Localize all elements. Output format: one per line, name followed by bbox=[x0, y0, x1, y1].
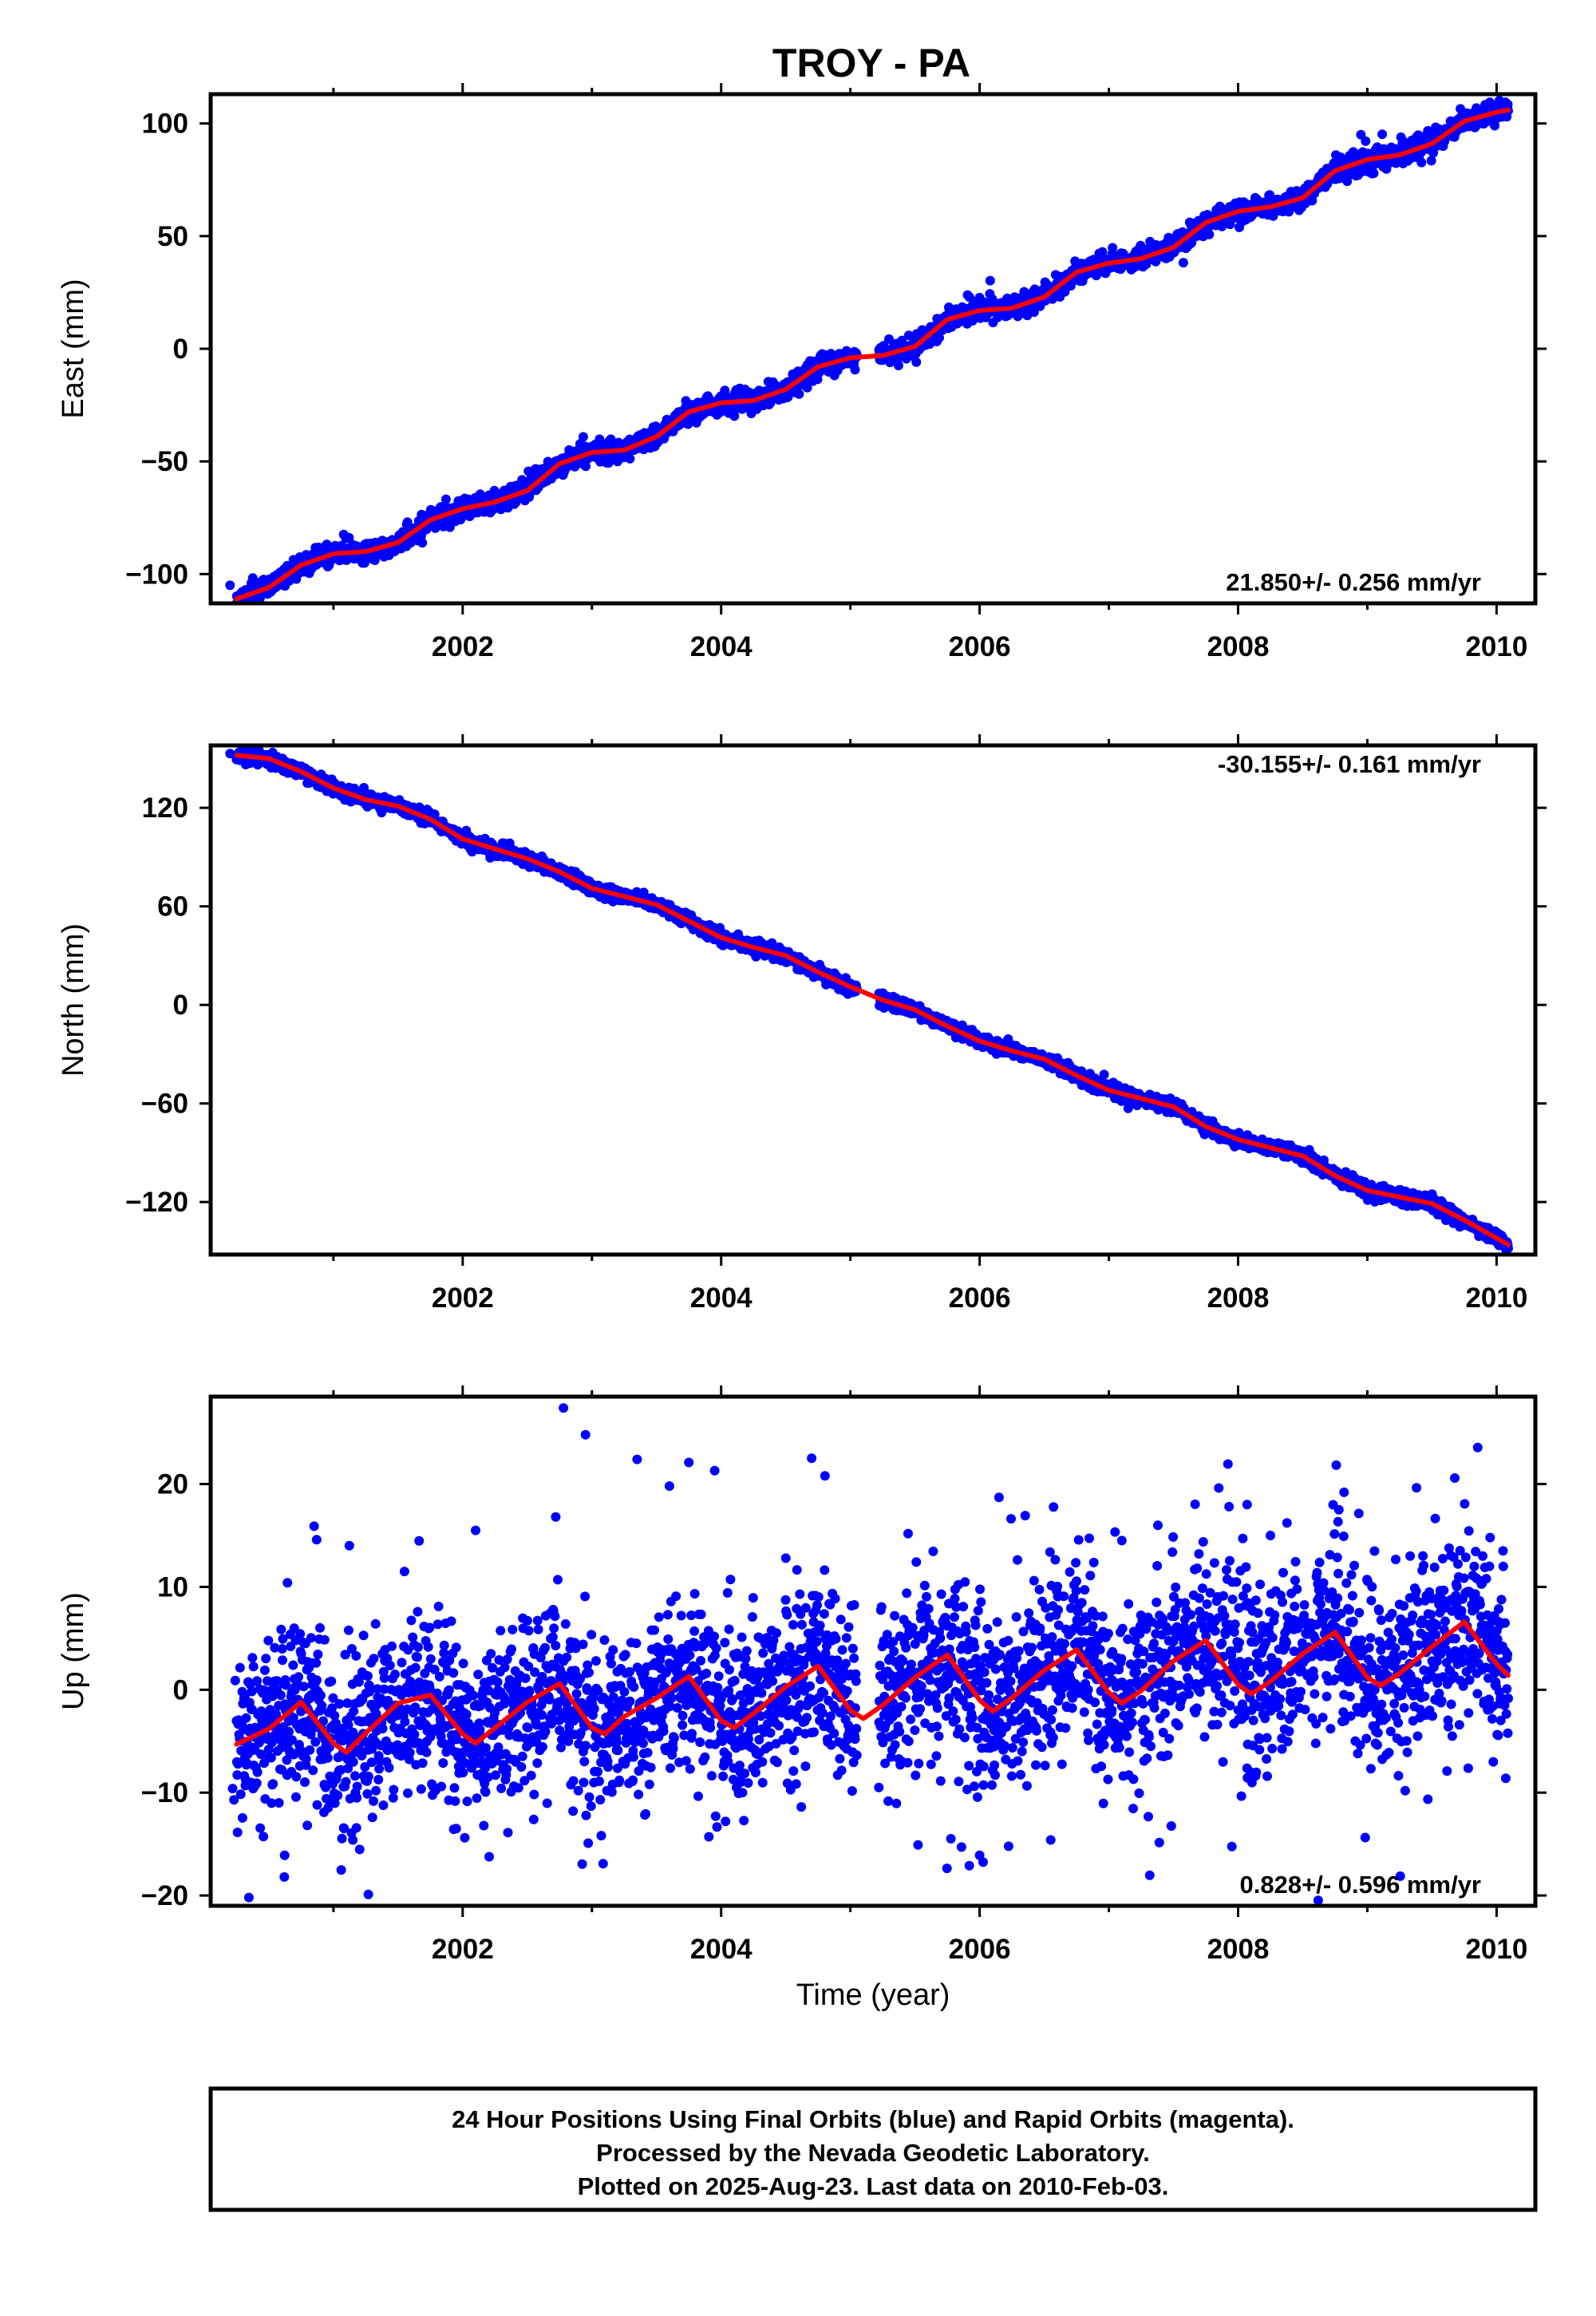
north-daily-points bbox=[225, 745, 1513, 1255]
east-daily-point-1525 bbox=[794, 389, 804, 399]
east-daily-point-1709 bbox=[884, 334, 894, 344]
east-daily-point-1676 bbox=[850, 365, 860, 375]
east-extra-point-0 bbox=[225, 580, 235, 591]
east-daily-point-1348 bbox=[729, 411, 740, 421]
east-daily-point-1986 bbox=[985, 275, 995, 286]
east-daily-point-559 bbox=[440, 494, 451, 504]
east-daily-point-1734 bbox=[894, 361, 903, 370]
east-ytick-label-4: 100 bbox=[142, 109, 188, 140]
east-ytick-label-1: −50 bbox=[141, 446, 188, 477]
east-ytick-label-3: 50 bbox=[157, 221, 188, 252]
east-daily-point-494 bbox=[417, 538, 428, 548]
east-ytick-label-0: −100 bbox=[125, 559, 188, 590]
east-daily-point-1066 bbox=[625, 453, 635, 464]
east-rate-label: 21.850+/- 0.256 mm/yr bbox=[1226, 568, 1481, 596]
east-extra-point-1 bbox=[1356, 129, 1366, 140]
east-daily-point-2322 bbox=[1108, 243, 1118, 253]
east-xtick-label-2010: 2010 bbox=[1465, 631, 1527, 662]
east-ylabel: East (mm) bbox=[57, 279, 90, 418]
east-daily-point-3160 bbox=[1416, 157, 1427, 168]
east-xtick-label-2008: 2008 bbox=[1207, 631, 1270, 662]
east-daily-point-302 bbox=[344, 532, 354, 543]
east-daily-point-370 bbox=[369, 555, 380, 565]
east-model-curve bbox=[234, 107, 1511, 602]
chart-title: TROY - PA bbox=[772, 41, 970, 85]
east-daily-point-1992 bbox=[987, 294, 998, 304]
east-marks bbox=[225, 96, 1513, 603]
east-daily-point-2104 bbox=[1029, 307, 1039, 318]
east-daily-point-944 bbox=[581, 461, 591, 472]
east-daily-points bbox=[225, 96, 1513, 603]
east-panel: 2002 2004 2006 2008 2010 −100 −50 0 50 100 East (m… bbox=[57, 83, 1547, 662]
east-extra-point-2 bbox=[1097, 247, 1108, 257]
east-xtick-label-2004: 2004 bbox=[690, 631, 753, 662]
east-daily-point-937 bbox=[578, 432, 588, 442]
east-daily-point-1547 bbox=[802, 382, 812, 393]
north-daily-point-535 bbox=[429, 809, 440, 820]
east-daily-point-3053 bbox=[1377, 129, 1388, 140]
east-xtick-label-2006: 2006 bbox=[949, 631, 1011, 662]
east-daily-point-2512 bbox=[1178, 258, 1188, 268]
east-daily-point-2582 bbox=[1204, 229, 1215, 239]
east-ytick-label-2: 0 bbox=[173, 334, 188, 365]
east-daily-point-1845 bbox=[934, 333, 944, 343]
east-daily-point-1782 bbox=[911, 357, 922, 367]
east-daily-point-3186 bbox=[1426, 156, 1436, 166]
east-xtick-label-2002: 2002 bbox=[432, 631, 494, 662]
east-daily-point-3029 bbox=[1369, 168, 1379, 179]
east-daily-point-3358 bbox=[1490, 121, 1500, 131]
north-marks bbox=[225, 745, 1513, 1255]
